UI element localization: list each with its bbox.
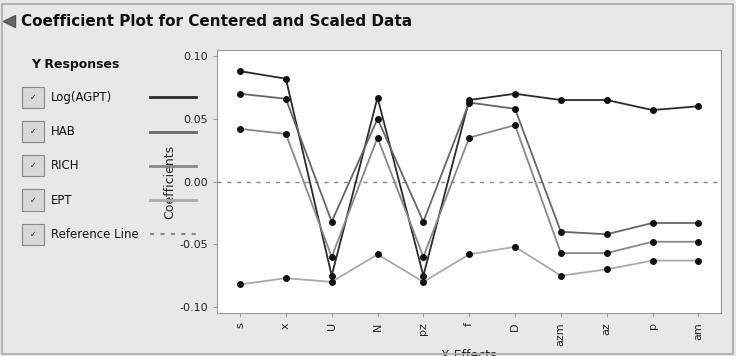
Text: Log(AGPT): Log(AGPT) bbox=[51, 91, 113, 104]
Y-axis label: Coefficients: Coefficients bbox=[163, 145, 177, 219]
Text: ✓: ✓ bbox=[30, 93, 36, 102]
FancyBboxPatch shape bbox=[22, 189, 44, 210]
FancyBboxPatch shape bbox=[22, 87, 44, 108]
Text: Reference Line: Reference Line bbox=[51, 228, 139, 241]
Text: EPT: EPT bbox=[51, 194, 73, 206]
FancyBboxPatch shape bbox=[22, 121, 44, 142]
Text: HAB: HAB bbox=[51, 125, 76, 138]
Text: Coefficient Plot for Centered and Scaled Data: Coefficient Plot for Centered and Scaled… bbox=[21, 14, 411, 29]
Text: Y Responses: Y Responses bbox=[31, 58, 119, 71]
Text: ✓: ✓ bbox=[30, 161, 36, 170]
X-axis label: X Effects: X Effects bbox=[442, 349, 497, 356]
Text: ✓: ✓ bbox=[30, 127, 36, 136]
Text: ✓: ✓ bbox=[30, 195, 36, 204]
FancyBboxPatch shape bbox=[22, 224, 44, 245]
Text: ✓: ✓ bbox=[30, 230, 36, 239]
FancyBboxPatch shape bbox=[22, 155, 44, 176]
Text: RICH: RICH bbox=[51, 159, 79, 172]
